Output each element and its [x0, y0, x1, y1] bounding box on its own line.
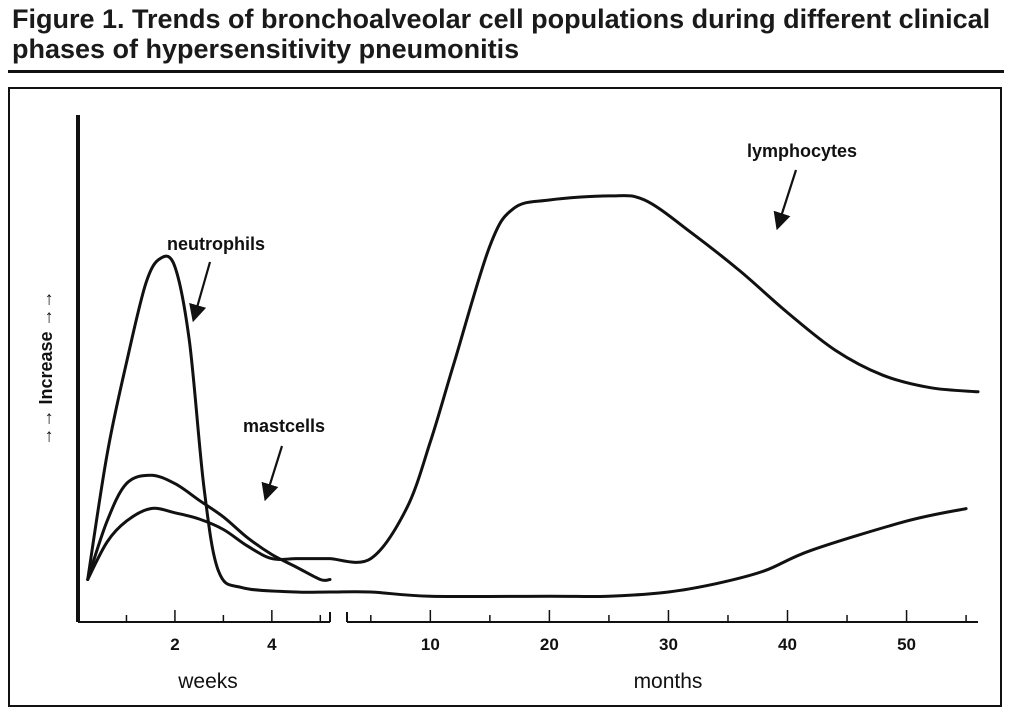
annotation-label-neutrophils: neutrophils: [167, 234, 265, 254]
tick-label-months: 10: [421, 635, 440, 654]
annotation-label-lymphocytes: lymphocytes: [747, 141, 857, 161]
annotation-arrow-lymphocytes: [773, 169, 798, 231]
annotation-label-mastcells: mastcells: [243, 416, 325, 436]
tick-label-months: 50: [897, 635, 916, 654]
y-axis-label: →→ Increase →→: [36, 290, 56, 445]
x-label-weeks: weeks: [177, 670, 238, 693]
x-label-months: months: [634, 670, 703, 693]
series-line-lymphocytes: [86, 194, 980, 581]
tick-label-weeks: 2: [170, 635, 179, 654]
tick-label-months: 40: [778, 635, 797, 654]
series-line-mastcells: [86, 473, 332, 582]
annotation-arrow-neutrophils: [189, 261, 212, 323]
annotation-arrow-mastcells: [261, 445, 284, 502]
chart-frame: [8, 87, 1002, 707]
figure-title: Figure 1. Trends of bronchoalveolar cell…: [12, 4, 991, 64]
title-underline: [8, 70, 1004, 73]
tick-label-months: 20: [540, 635, 559, 654]
tick-label-weeks: 4: [267, 635, 277, 654]
tick-label-months: 30: [659, 635, 678, 654]
series-line-neutrophils: [86, 254, 968, 599]
